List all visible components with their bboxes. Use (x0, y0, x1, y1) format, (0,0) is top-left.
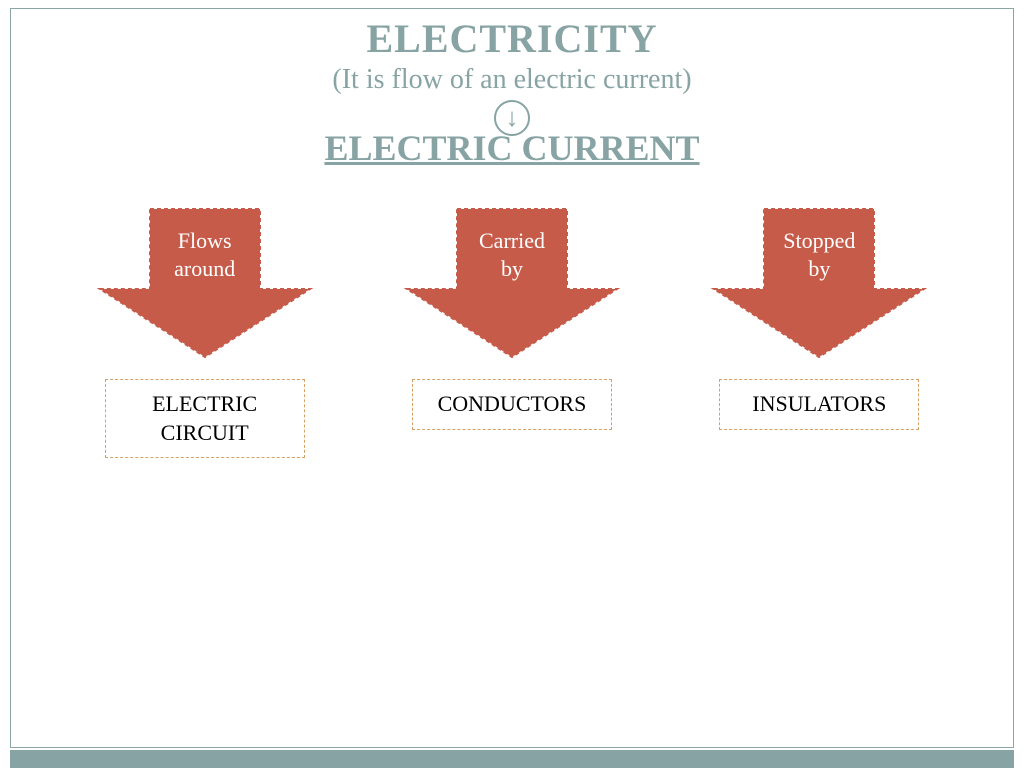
arrow-flows-around: Flows around (95, 199, 315, 359)
arrow-row: Flows around Carried by Stopped by (11, 199, 1013, 359)
section-heading: ELECTRIC CURRENT (11, 127, 1013, 169)
footer-bar (10, 750, 1014, 768)
arrow-label: Carried by (402, 227, 622, 282)
arrow-label: Stopped by (709, 227, 929, 282)
arrow-carried-by: Carried by (402, 199, 622, 359)
box-row: ELECTRIC CIRCUIT CONDUCTORS INSULATORS (11, 379, 1013, 458)
arrow-stopped-by: Stopped by (709, 199, 929, 359)
page-title: ELECTRICITY (11, 15, 1013, 62)
box-insulators: INSULATORS (719, 379, 919, 430)
box-conductors: CONDUCTORS (412, 379, 612, 430)
slide-frame: ELECTRICITY (It is flow of an electric c… (10, 8, 1014, 748)
arrow-label: Flows around (95, 227, 315, 282)
page-subtitle: (It is flow of an electric current) (11, 64, 1013, 96)
box-electric-circuit: ELECTRIC CIRCUIT (105, 379, 305, 458)
